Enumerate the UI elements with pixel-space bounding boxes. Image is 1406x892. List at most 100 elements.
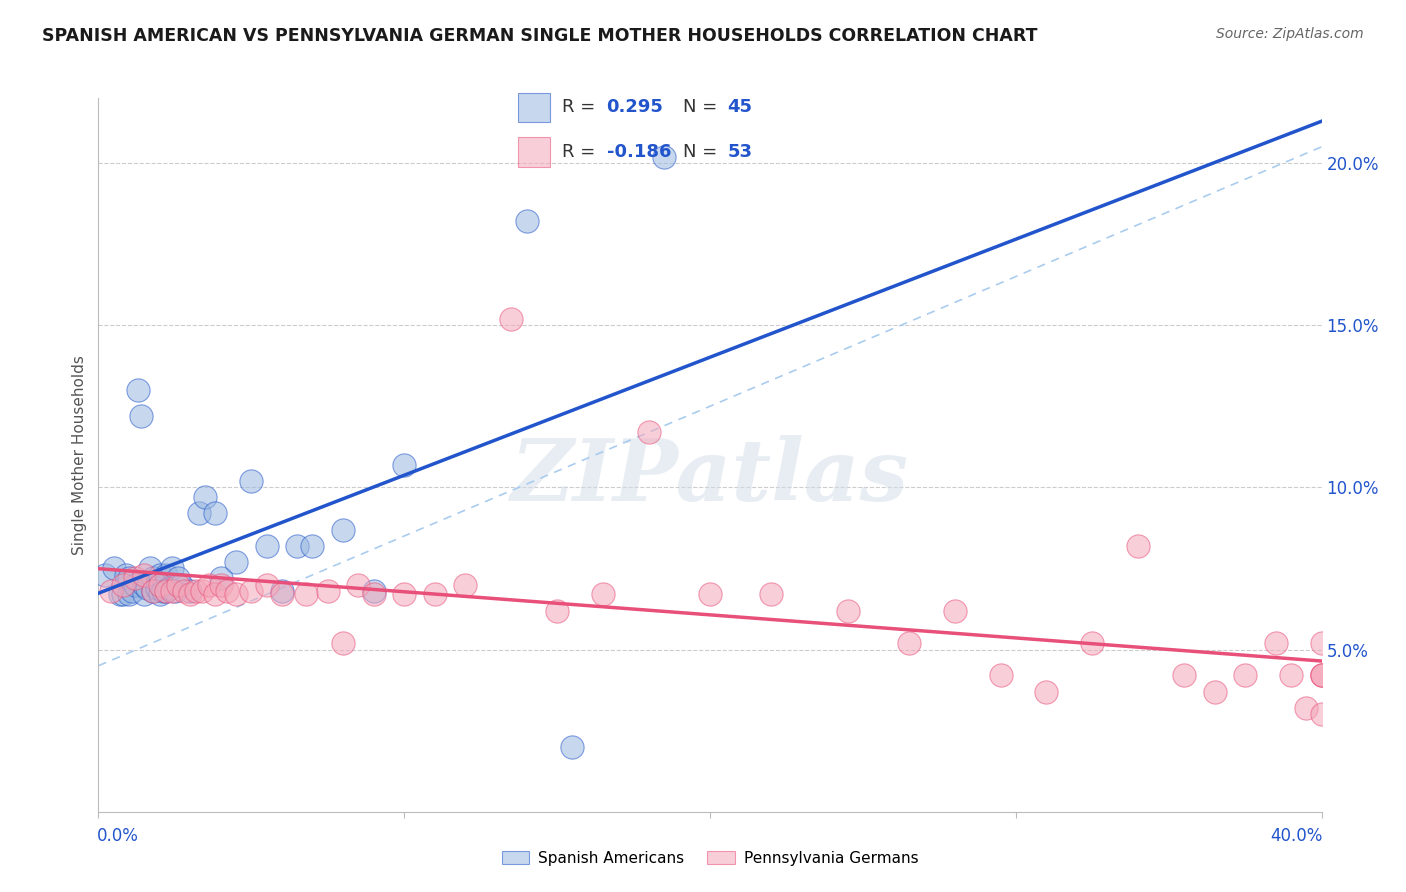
Point	[142, 584, 165, 599]
Point	[270, 587, 292, 601]
Point	[225, 555, 247, 569]
Point	[1279, 668, 1302, 682]
Point	[111, 577, 134, 591]
Point	[163, 584, 186, 599]
Point	[256, 539, 278, 553]
Point	[118, 587, 141, 601]
Point	[124, 571, 146, 585]
Point	[215, 584, 238, 599]
FancyBboxPatch shape	[517, 137, 550, 167]
Point	[454, 577, 477, 591]
Point	[188, 506, 211, 520]
Point	[347, 577, 370, 591]
Point	[1081, 636, 1104, 650]
Point	[194, 490, 217, 504]
Point	[149, 568, 172, 582]
Point	[270, 584, 292, 599]
Point	[129, 409, 152, 423]
Point	[652, 149, 675, 163]
Point	[152, 584, 174, 599]
Point	[363, 584, 385, 599]
Point	[149, 577, 172, 591]
Point	[149, 587, 172, 601]
Point	[1310, 668, 1333, 682]
Text: N =: N =	[683, 143, 723, 161]
Point	[943, 604, 966, 618]
Point	[256, 577, 278, 591]
Point	[546, 604, 568, 618]
Point	[134, 587, 156, 601]
Point	[699, 587, 721, 601]
Point	[173, 584, 195, 599]
Point	[160, 584, 183, 599]
Point	[301, 539, 323, 553]
Point	[837, 604, 859, 618]
Point	[1128, 539, 1150, 553]
Point	[209, 571, 232, 585]
Text: 0.295: 0.295	[606, 98, 664, 116]
Point	[225, 587, 247, 601]
Point	[1264, 636, 1286, 650]
Point	[157, 581, 180, 595]
Point	[179, 587, 201, 601]
Point	[155, 584, 177, 599]
Point	[501, 311, 523, 326]
Point	[127, 383, 149, 397]
Point	[121, 584, 143, 599]
Text: Source: ZipAtlas.com: Source: ZipAtlas.com	[1216, 27, 1364, 41]
Point	[209, 577, 232, 591]
Point	[561, 739, 583, 754]
Point	[167, 577, 190, 591]
Point	[111, 587, 134, 601]
Point	[142, 584, 165, 599]
Point	[155, 584, 177, 599]
Point	[103, 561, 125, 575]
Point	[167, 571, 190, 585]
Point	[108, 587, 131, 601]
Point	[392, 458, 416, 472]
Point	[160, 561, 183, 575]
Point	[155, 568, 177, 582]
Point	[142, 571, 165, 585]
Point	[170, 577, 193, 591]
Point	[204, 506, 226, 520]
Point	[240, 584, 263, 599]
Point	[197, 577, 219, 591]
Point	[1234, 668, 1257, 682]
Point	[295, 587, 318, 601]
Point	[990, 668, 1012, 682]
Legend: Spanish Americans, Pennsylvania Germans: Spanish Americans, Pennsylvania Germans	[495, 845, 925, 871]
Point	[1035, 684, 1057, 698]
Point	[1310, 636, 1333, 650]
Text: -0.186: -0.186	[606, 143, 671, 161]
Point	[285, 539, 308, 553]
Point	[136, 581, 159, 595]
Point	[1204, 684, 1226, 698]
Point	[1310, 668, 1333, 682]
Text: 53: 53	[728, 143, 752, 161]
Point	[637, 425, 661, 440]
Point	[93, 568, 115, 582]
Text: 45: 45	[728, 98, 752, 116]
Point	[897, 636, 920, 650]
Text: R =: R =	[562, 98, 602, 116]
Point	[204, 587, 226, 601]
Point	[1295, 701, 1317, 715]
Point	[134, 568, 156, 582]
Point	[191, 584, 214, 599]
Point	[332, 523, 354, 537]
Point	[240, 474, 263, 488]
Point	[592, 587, 614, 601]
Point	[124, 577, 146, 591]
Text: SPANISH AMERICAN VS PENNSYLVANIA GERMAN SINGLE MOTHER HOUSEHOLDS CORRELATION CHA: SPANISH AMERICAN VS PENNSYLVANIA GERMAN …	[42, 27, 1038, 45]
Point	[516, 214, 538, 228]
FancyBboxPatch shape	[517, 93, 550, 122]
Point	[139, 561, 162, 575]
Text: N =: N =	[683, 98, 723, 116]
Point	[115, 568, 138, 582]
Point	[134, 577, 156, 591]
Point	[179, 584, 201, 599]
Y-axis label: Single Mother Households: Single Mother Households	[72, 355, 87, 555]
Point	[423, 587, 446, 601]
Point	[186, 584, 208, 599]
